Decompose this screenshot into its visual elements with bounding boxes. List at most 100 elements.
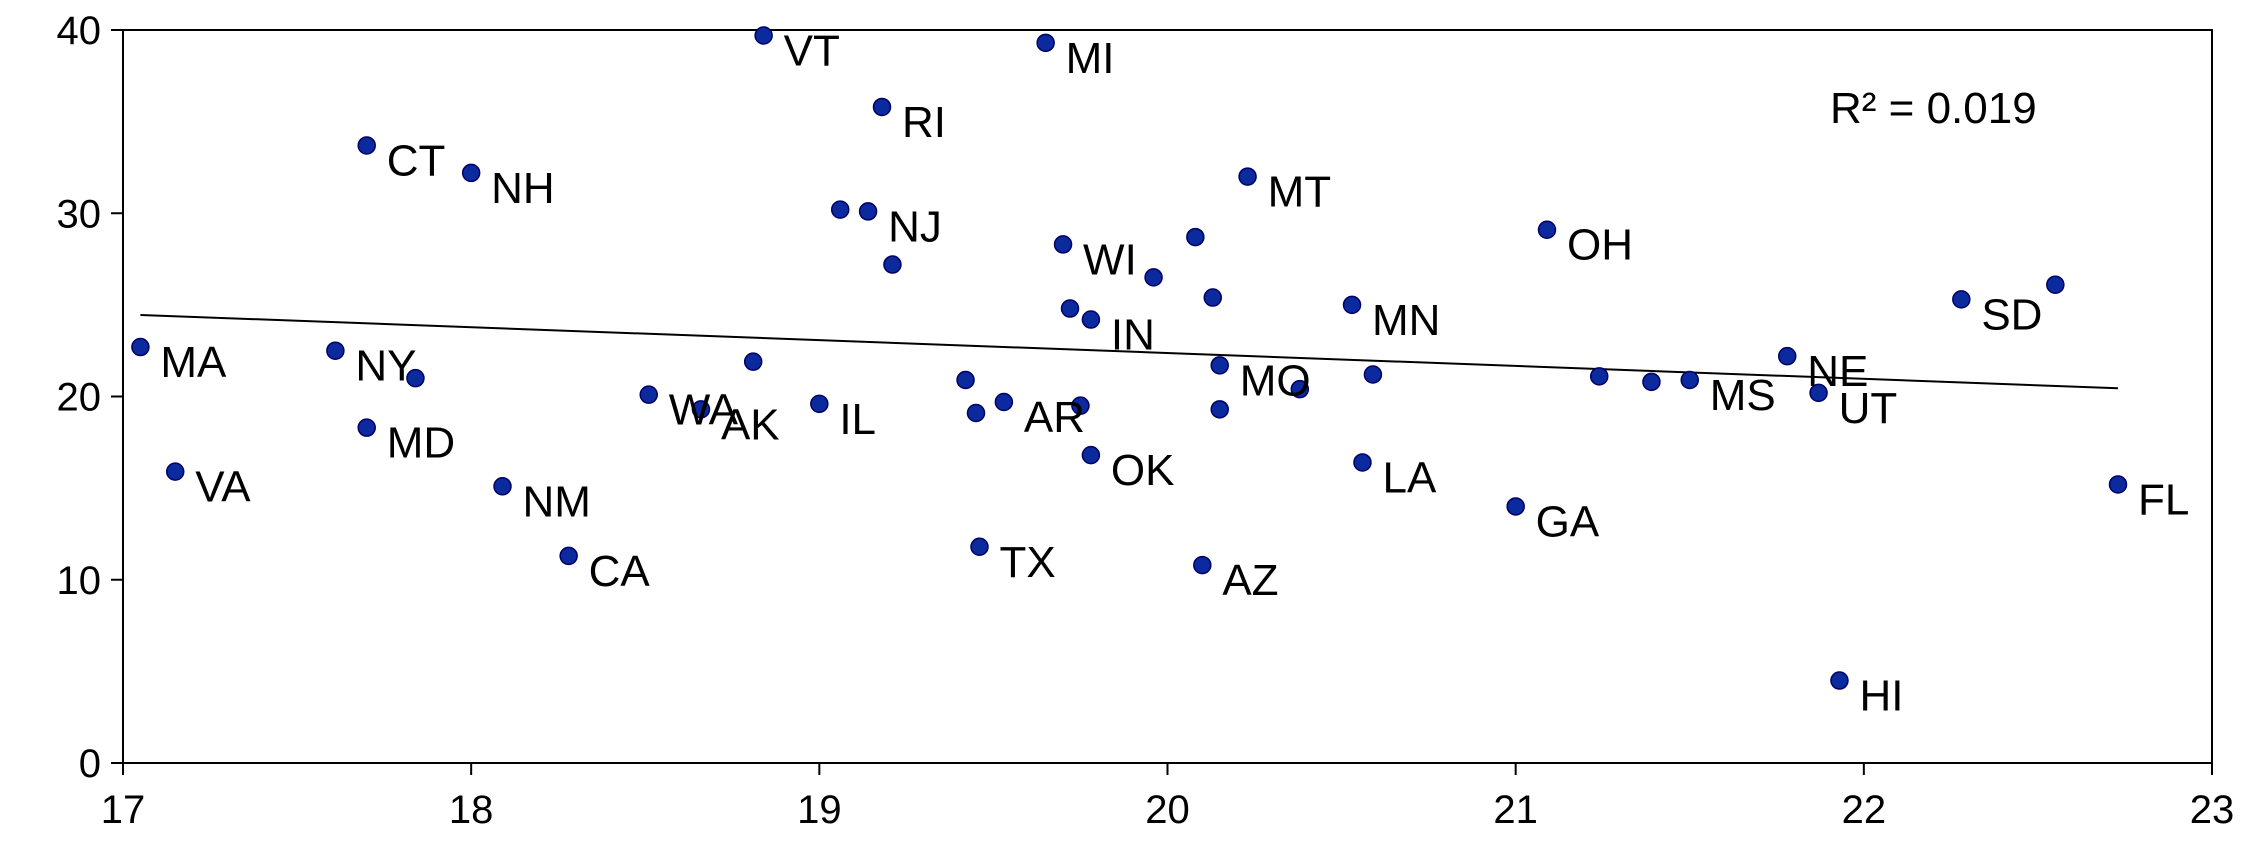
point-label: WI [1083,235,1137,284]
data-point [1081,445,1101,465]
data-point [1053,235,1073,254]
data-point [1081,310,1101,329]
data-point [1642,372,1661,392]
point-label: MN [1372,296,1440,345]
data-point [1952,290,1971,309]
x-tick-label: 17 [101,788,146,832]
point-label: NM [523,477,591,526]
data-point [1353,453,1372,472]
data-point [1777,346,1797,366]
data-point [559,546,578,566]
y-tick-label: 40 [57,9,102,53]
data-point [1144,268,1163,287]
point-label: WA [669,386,739,435]
data-point [1290,379,1310,399]
point-label: LA [1382,453,1436,502]
data-points [131,26,2128,690]
point-label: MI [1066,34,1115,83]
y-tick-label: 30 [57,192,102,236]
data-point [1809,383,1828,403]
data-point [1203,288,1223,307]
data-point [810,394,829,414]
point-label: MO [1240,356,1311,405]
point-label: FL [2138,475,2189,524]
point-label: OH [1567,221,1633,270]
point-label: AK [721,400,780,449]
point-label: MD [387,419,455,468]
point-label: HI [1859,672,1903,721]
data-point [830,200,850,219]
r-squared-annotation: R² = 0.019 [1830,84,2037,133]
data-point [883,255,902,274]
point-label: IL [839,395,876,444]
point-label: VT [784,26,840,75]
point-label: OK [1111,446,1175,495]
point-label: CA [589,547,651,596]
x-tick-label: 19 [797,788,842,832]
data-point [1680,370,1699,390]
x-tick-label: 20 [1145,788,1190,832]
trendline [140,313,2119,390]
data-point [165,462,185,481]
data-point [2108,475,2128,494]
data-point [1363,365,1383,384]
point-label: CT [387,136,446,185]
point-label: SD [1981,290,2042,339]
data-point [691,400,711,419]
point-label: RI [902,98,946,147]
data-point [461,163,481,183]
point-label: NE [1807,347,1868,396]
data-point [754,26,773,45]
data-point [966,403,986,423]
axes: 17 18 19 20 21 22 23 0 10 20 30 40 [57,9,2235,832]
data-point [956,370,975,390]
y-tick-label: 0 [79,742,101,786]
point-label: AR [1024,393,1085,442]
data-point [1830,671,1849,690]
trendline-segment [140,313,2119,390]
data-point [131,337,150,357]
x-tick-label: 23 [2190,788,2235,832]
data-point [1186,227,1205,247]
data-point [970,537,989,557]
data-point [1210,400,1229,419]
data-point [2046,275,2065,294]
data-point [493,477,512,496]
point-label: MT [1268,168,1332,217]
x-tick-label: 21 [1493,788,1538,832]
point-label: IN [1111,311,1155,360]
point-label: TX [999,538,1055,587]
y-tick-label: 20 [57,376,102,420]
point-label: MA [160,338,227,387]
data-point [406,368,425,388]
data-point [1537,220,1557,239]
data-point [1589,367,1609,386]
data-point [326,341,345,360]
data-point [1071,396,1090,415]
point-label: VA [195,463,251,512]
x-tick-label: 22 [1842,788,1887,832]
data-point [1506,497,1525,516]
point-label: AZ [1222,556,1278,605]
point-label: NH [491,164,555,213]
data-point [1036,33,1055,53]
data-point [858,202,878,221]
data-point [1193,555,1212,575]
data-point [357,418,376,437]
point-label: NY [355,342,416,391]
data-point [639,385,658,404]
data-point [994,392,1014,412]
point-label: GA [1536,497,1600,546]
data-point [872,97,892,117]
data-point [1210,356,1229,375]
data-point [1060,299,1080,318]
data-point [1342,295,1362,315]
data-point [743,352,763,371]
data-point [357,136,376,155]
point-label: NJ [888,202,942,251]
y-tick-label: 10 [57,559,102,603]
data-point [1238,167,1257,186]
x-tick-label: 18 [449,788,494,832]
